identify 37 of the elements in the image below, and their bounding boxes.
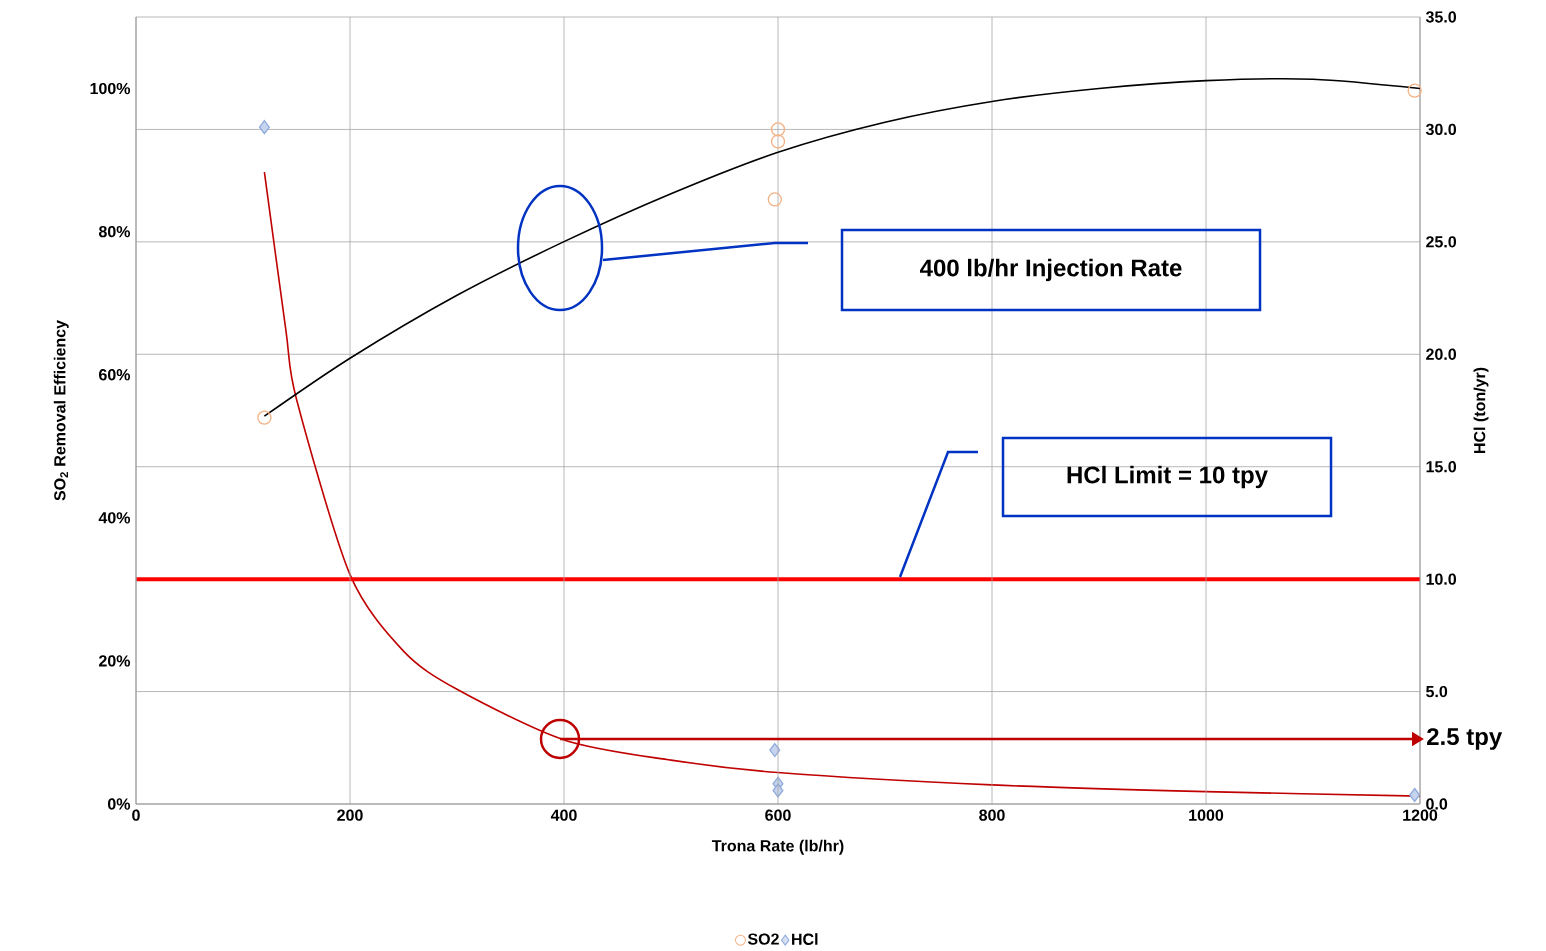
- y-tick-label: 100%: [90, 82, 131, 95]
- y-axis-title: SO$_{2}$ Removal Efficiency: [53, 320, 69, 501]
- x-tick-label: 0: [132, 809, 140, 821]
- x-tick-label: 400: [550, 809, 577, 821]
- y-tick-label: 20%: [99, 655, 131, 667]
- point: [1407, 83, 1422, 98]
- y-tick-label: 80%: [98, 225, 131, 238]
- legend-label: HCl: [792, 933, 818, 945]
- point: [258, 120, 270, 135]
- y2-tick-label: 25.0: [1426, 236, 1457, 248]
- y2-tick-label: 15.0: [1426, 461, 1457, 473]
- x-tick-label: 800: [979, 809, 1005, 821]
- annotation: HCl Limit = 10 tpy: [1067, 465, 1268, 489]
- x-tick-label: 1000: [1189, 809, 1224, 821]
- y2-tick-label: 0.0: [1426, 798, 1448, 810]
- line-series: [263, 78, 1421, 418]
- x-tick-label: 600: [765, 809, 791, 821]
- y2-axis-title: HCl (ton/yr): [1473, 367, 1489, 453]
- x-axis-title: Trona Rate (lb/hr): [711, 839, 844, 855]
- y-tick-label: 0%: [107, 798, 131, 810]
- point: [770, 134, 786, 149]
- y2-tick-label: 30.0: [1425, 123, 1457, 136]
- y-tick-label: 60%: [99, 369, 131, 381]
- x-tick-label: 1200: [1403, 809, 1438, 821]
- point: [1409, 787, 1421, 803]
- y2-tick-label: 10.0: [1426, 573, 1457, 585]
- y2-tick-label: 5.0: [1426, 685, 1448, 698]
- y2-tick-label: 35.0: [1425, 11, 1457, 23]
- annotation: 400 lb/hr Injection Rate: [920, 258, 1182, 282]
- point: [770, 122, 786, 137]
- y2-tick-label: 20.0: [1426, 348, 1457, 360]
- point: [767, 192, 782, 207]
- y-tick-label: 40%: [98, 512, 131, 524]
- text: 2.5 tpy: [1427, 728, 1503, 750]
- legend-label: SO2: [747, 933, 779, 945]
- x-tick-label: 200: [337, 809, 363, 821]
- point: [257, 410, 272, 425]
